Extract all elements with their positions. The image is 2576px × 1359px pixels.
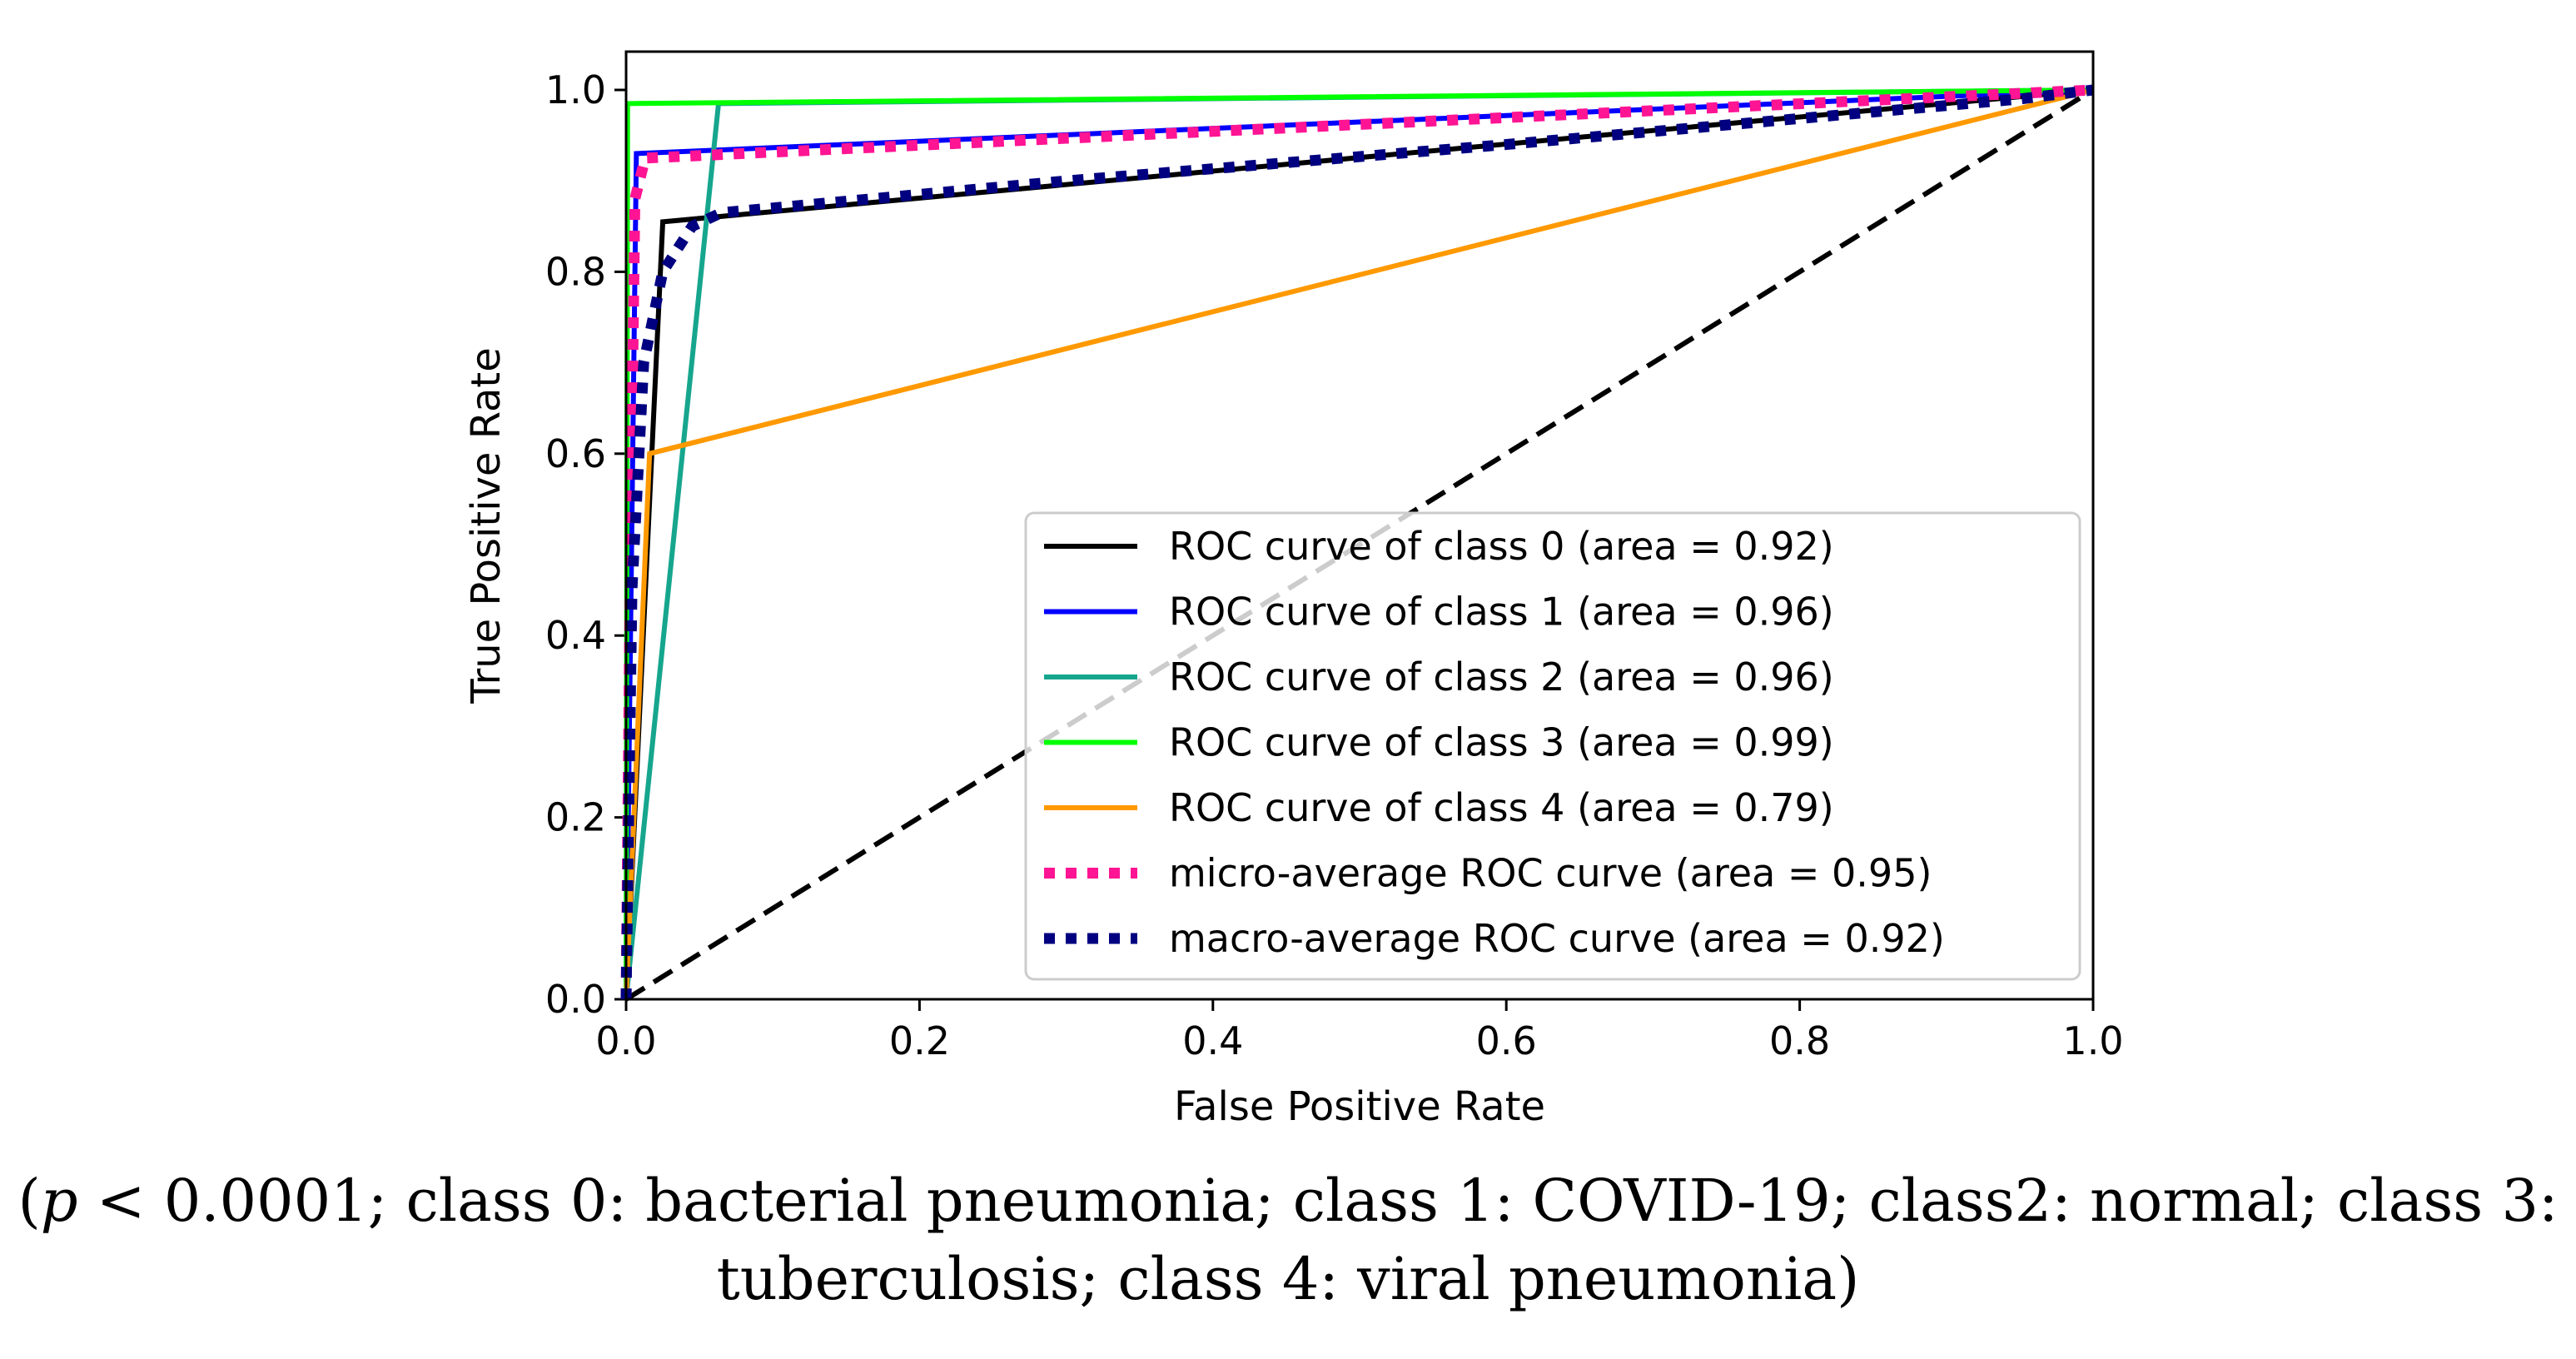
y-tick-label: 0.4 xyxy=(545,613,606,658)
y-tick-label: 1.0 xyxy=(545,67,606,112)
roc-series-6 xyxy=(620,84,2094,1000)
y-tick-label: 0.0 xyxy=(545,977,606,1022)
legend-label: micro-average ROC curve (area = 0.95) xyxy=(1169,851,1932,896)
caption-p-symbol: p xyxy=(40,1167,78,1235)
y-axis-label: True Positive Rate xyxy=(463,347,510,704)
x-tick-label: 0.4 xyxy=(1182,1018,1243,1063)
caption-text: < 0.0001; class 0: bacterial pneumonia; … xyxy=(77,1167,2559,1235)
y-tick-label: 0.2 xyxy=(545,795,606,840)
legend: ROC curve of class 0 (area = 0.92) ROC cu… xyxy=(1024,511,2081,981)
x-tick-label: 1.0 xyxy=(2062,1018,2123,1063)
caption-line-1: (p < 0.0001; class 0: bacterial pneumoni… xyxy=(0,1162,2576,1240)
legend-label: ROC curve of class 4 (area = 0.79) xyxy=(1169,785,1834,830)
x-tick-label: 0.6 xyxy=(1476,1018,1537,1063)
roc-chart: 0.0 0.2 0.4 0.6 0.8 1.0 0.0 0.2 0.4 0.6 0.8 1.0 Fal… xyxy=(463,50,2124,1130)
legend-label: ROC curve of class 1 (area = 0.96) xyxy=(1169,590,1834,635)
legend-box xyxy=(1024,511,2081,981)
legend-label: ROC curve of class 2 (area = 0.96) xyxy=(1169,655,1834,699)
x-tick-label: 0.8 xyxy=(1769,1018,1830,1063)
y-tick-label: 0.6 xyxy=(545,431,606,476)
legend-label: macro-average ROC curve (area = 0.92) xyxy=(1169,916,1945,961)
plot-frame xyxy=(624,50,2095,1001)
x-axis-label: False Positive Rate xyxy=(1174,1083,1545,1130)
x-tick-label: 0.2 xyxy=(889,1018,950,1063)
y-tick-label: 0.8 xyxy=(545,249,606,294)
legend-label: ROC curve of class 0 (area = 0.92) xyxy=(1169,524,1834,569)
legend-label: ROC curve of class 3 (area = 0.99) xyxy=(1169,720,1834,765)
x-tick-label: 0.0 xyxy=(595,1018,656,1063)
caption-open-paren: ( xyxy=(17,1167,41,1235)
figure-caption: (p < 0.0001; class 0: bacterial pneumoni… xyxy=(0,1162,2576,1318)
caption-line-2: tuberculosis; class 4: viral pneumonia) xyxy=(716,1245,1860,1313)
